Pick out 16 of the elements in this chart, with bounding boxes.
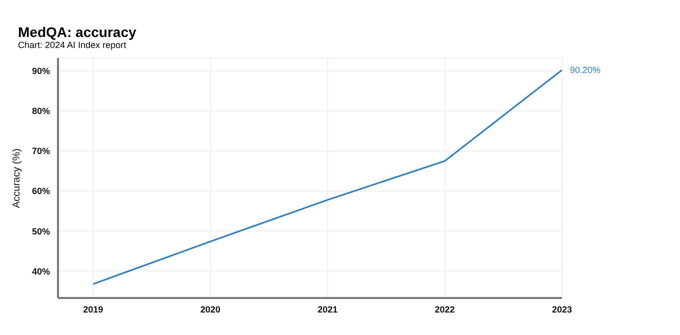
y-tick-label: 50% xyxy=(32,226,50,236)
chart-subtitle: Chart: 2024 AI Index report xyxy=(18,40,128,50)
x-tick-label: 2022 xyxy=(434,304,455,314)
y-tick-label: 80% xyxy=(32,106,50,116)
x-tick-label: 2019 xyxy=(83,304,104,314)
data-label: 90.20% xyxy=(570,65,601,76)
y-tick-label: 40% xyxy=(32,266,50,276)
x-tick-label: 2023 xyxy=(552,304,572,314)
x-tick-label: 2020 xyxy=(200,304,220,314)
y-tick-label: 70% xyxy=(32,146,50,156)
x-tick-label: 2021 xyxy=(318,304,338,314)
y-axis-title: Accuracy (%) xyxy=(12,148,23,208)
line-series xyxy=(92,69,562,285)
chart-title: MedQA: accuracy xyxy=(18,24,138,40)
y-tick-label: 90% xyxy=(32,66,50,76)
y-tick-label: 60% xyxy=(32,186,50,196)
